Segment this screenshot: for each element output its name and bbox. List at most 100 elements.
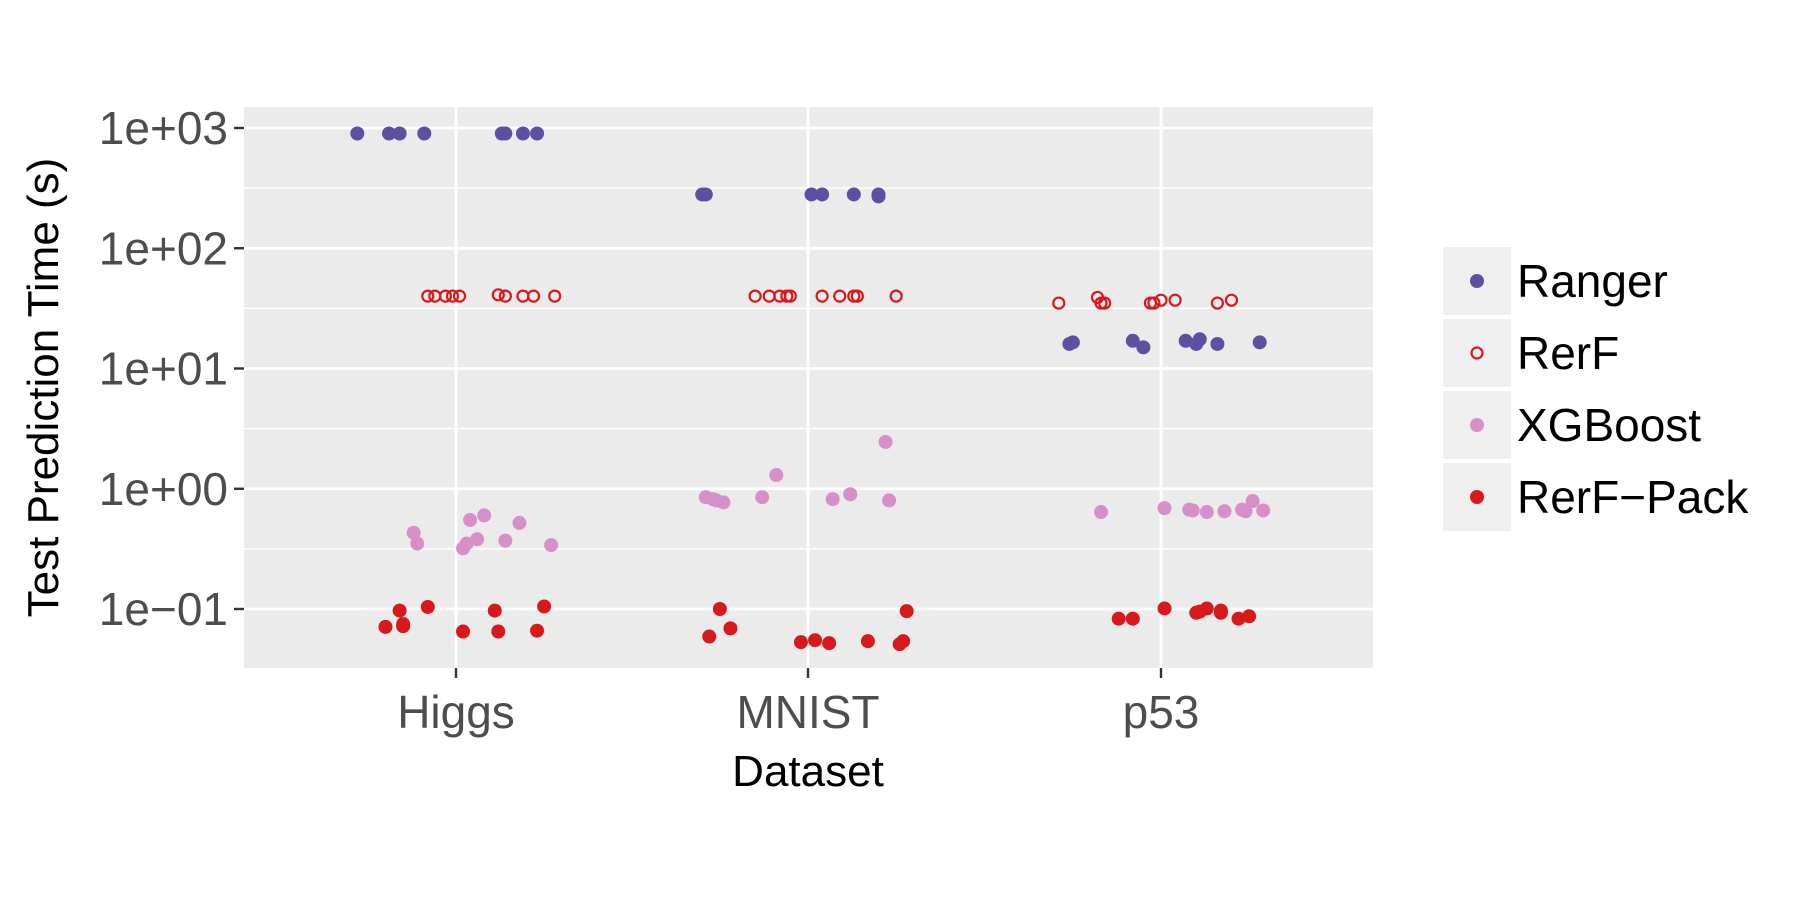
point-xgboost — [1256, 503, 1271, 518]
legend: Ranger RerF XGBoost RerF−Pack — [1443, 247, 1749, 531]
point-ranger — [804, 187, 819, 202]
y-tick-label: 1e+02 — [99, 222, 228, 274]
point-rerf-pack — [378, 619, 393, 634]
point-rerf-pack — [530, 623, 545, 638]
point-xgboost — [470, 532, 485, 547]
y-axis-title: Test Prediction Time (s) — [19, 158, 68, 618]
point-rerf-pack — [396, 619, 411, 634]
point-xgboost — [716, 495, 731, 510]
point-rerf-pack — [723, 621, 738, 636]
point-rerf-pack — [456, 624, 471, 639]
point-rerf — [850, 289, 864, 303]
legend-label-rerf: RerF — [1517, 327, 1619, 379]
y-tick-label: 1e+03 — [99, 102, 228, 154]
point-rerf-pack — [808, 633, 823, 648]
point-rerf-pack — [712, 602, 727, 616]
point-xgboost — [410, 536, 425, 551]
point-rerf — [438, 289, 453, 303]
point-xgboost — [882, 493, 897, 508]
point-rerf — [783, 289, 797, 303]
point-ranger — [1125, 333, 1140, 348]
major-gridlines — [244, 107, 1373, 668]
point-xgboost — [769, 468, 784, 483]
legend-marker-rerf — [1470, 346, 1484, 360]
point-rerf — [889, 289, 903, 303]
legend-marker-xgboost — [1470, 418, 1484, 432]
point-xgboost — [755, 490, 770, 505]
point-xgboost — [459, 536, 474, 551]
point-ranger — [1210, 336, 1225, 351]
point-rerf-pack — [899, 604, 914, 619]
point-ranger — [392, 126, 407, 141]
point-ranger — [846, 187, 861, 202]
point-rerf — [1168, 293, 1182, 307]
point-xgboost — [544, 538, 559, 553]
x-tick-labels: Higgs MNIST p53 — [397, 686, 1199, 738]
point-rerf — [1097, 296, 1112, 310]
point-rerf — [526, 289, 541, 303]
point-xgboost — [463, 512, 478, 527]
point-ranger — [417, 126, 432, 141]
legend-key-rerf — [1443, 319, 1511, 387]
point-rerf-pack — [822, 636, 837, 651]
point-ranger — [1192, 332, 1207, 347]
point-rerf — [748, 289, 762, 303]
point-rerf-pack — [702, 629, 717, 644]
point-rerf — [1210, 296, 1225, 310]
point-rerf — [1147, 296, 1161, 310]
point-xgboost — [1157, 501, 1172, 516]
legend-marker-ranger — [1470, 274, 1484, 288]
point-xgboost — [1217, 504, 1232, 519]
point-ranger — [815, 187, 830, 202]
point-rerf-pack — [1213, 605, 1228, 620]
point-rerf-pack — [896, 634, 911, 649]
point-rerf-pack — [1231, 611, 1246, 626]
point-ranger — [871, 189, 886, 204]
y-tick-label: 1e+01 — [99, 343, 228, 395]
point-rerf-pack — [487, 603, 502, 618]
point-rerf-pack — [392, 603, 407, 618]
point-rerf-pack — [1111, 611, 1126, 626]
point-ranger — [1178, 333, 1193, 348]
point-rerf-pack — [1125, 611, 1140, 626]
point-xgboost — [1238, 504, 1253, 519]
point-rerf — [445, 289, 460, 303]
point-xgboost — [498, 533, 513, 548]
point-rerf — [833, 289, 847, 303]
point-xgboost — [1245, 494, 1260, 509]
point-rerf-pack — [1242, 609, 1257, 624]
legend-label-xgboost: XGBoost — [1517, 399, 1701, 451]
legend-label-ranger: Ranger — [1517, 255, 1668, 307]
point-rerf-pack — [1157, 601, 1172, 616]
point-xgboost — [878, 434, 893, 449]
x-tick-label: p53 — [1123, 686, 1200, 738]
point-rerf-pack — [491, 624, 506, 639]
x-tick-label: Higgs — [397, 686, 515, 738]
point-xgboost — [1185, 503, 1200, 518]
axis-ticks — [234, 126, 1163, 678]
y-tick-label: 1e−01 — [99, 583, 228, 635]
point-rerf-pack — [537, 599, 552, 614]
point-ranger — [515, 126, 530, 141]
point-rerf — [452, 289, 467, 303]
point-rerf — [815, 289, 829, 303]
point-rerf-pack — [793, 635, 808, 650]
point-rerf — [491, 288, 505, 302]
point-rerf — [1052, 296, 1066, 310]
point-rerf — [498, 289, 512, 303]
point-ranger — [498, 126, 513, 141]
point-ranger — [698, 187, 713, 202]
legend-marker-rerf-pack — [1470, 490, 1484, 504]
y-tick-label: 1e+00 — [99, 463, 228, 515]
point-xgboost — [512, 515, 527, 530]
y-tick-labels: 1e−01 1e+00 1e+01 1e+02 1e+03 — [99, 102, 228, 635]
point-ranger — [1136, 340, 1151, 355]
x-tick-label: MNIST — [736, 686, 879, 738]
point-rerf — [1154, 293, 1168, 307]
point-rerf-pack — [1199, 601, 1214, 616]
point-xgboost — [825, 492, 840, 507]
point-ranger — [1065, 335, 1080, 350]
point-xgboost — [843, 487, 858, 502]
